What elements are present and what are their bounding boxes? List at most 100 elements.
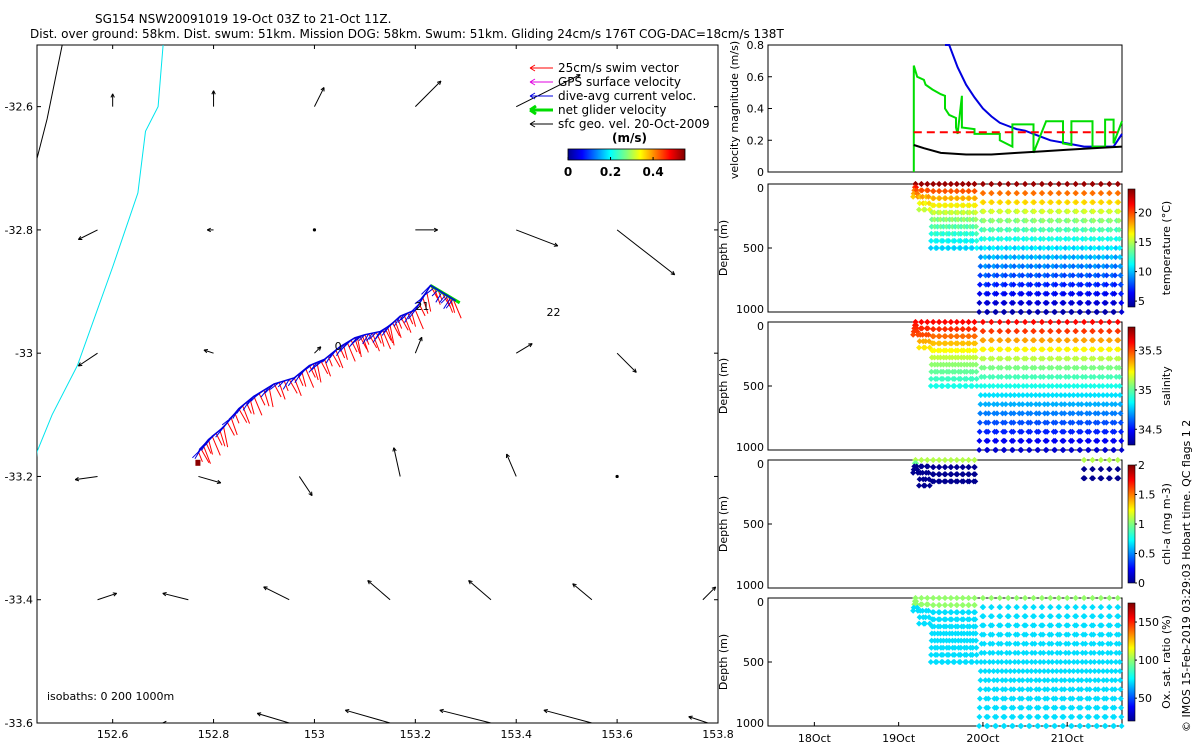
profile-marker bbox=[990, 677, 997, 684]
profile-marker bbox=[1095, 254, 1102, 261]
depth-tick-label: 500 bbox=[743, 656, 764, 669]
profile-marker bbox=[1031, 364, 1038, 371]
profile-marker bbox=[1104, 392, 1111, 399]
profile-marker bbox=[960, 609, 967, 616]
profile-marker bbox=[981, 631, 988, 638]
profile-marker bbox=[1107, 346, 1114, 353]
profile-marker bbox=[981, 245, 988, 251]
profile-marker bbox=[966, 471, 973, 478]
profile-marker bbox=[1015, 383, 1022, 389]
profile-marker bbox=[1061, 410, 1068, 417]
profile-marker bbox=[1081, 475, 1088, 482]
profile-marker bbox=[1028, 254, 1035, 261]
profile-marker bbox=[978, 235, 985, 242]
colorbar-tick-label: 0 bbox=[564, 165, 572, 179]
profile-marker bbox=[1078, 677, 1085, 684]
profile-marker bbox=[1039, 208, 1046, 215]
profile-marker bbox=[1006, 640, 1013, 647]
profile-marker bbox=[1094, 299, 1101, 306]
profile-marker bbox=[1074, 649, 1081, 656]
profile-marker bbox=[1102, 713, 1109, 720]
profile-marker bbox=[1083, 272, 1090, 279]
profile-marker bbox=[990, 254, 997, 261]
profile-marker bbox=[1015, 392, 1022, 399]
profile-marker bbox=[989, 364, 996, 371]
profile-marker bbox=[921, 482, 928, 489]
profile-marker bbox=[939, 383, 946, 389]
profile-marker bbox=[916, 482, 923, 489]
profile-marker bbox=[990, 659, 997, 665]
profile-marker bbox=[1006, 208, 1013, 215]
profile-marker bbox=[976, 428, 983, 435]
profile-marker bbox=[982, 392, 989, 399]
depth-tick-label: 0 bbox=[757, 458, 764, 471]
profile-marker bbox=[1026, 437, 1033, 444]
profile-marker bbox=[1090, 337, 1097, 344]
geo-vector-dot bbox=[312, 228, 317, 232]
profile-marker bbox=[1115, 217, 1122, 224]
profile-marker bbox=[919, 469, 926, 476]
dac-vector bbox=[407, 309, 416, 320]
profile-marker bbox=[1116, 245, 1123, 251]
profile-marker bbox=[1053, 677, 1060, 684]
swim-vector bbox=[433, 287, 441, 305]
geo-vector-head bbox=[392, 447, 397, 452]
profile-marker bbox=[1113, 373, 1120, 380]
profile-marker bbox=[921, 620, 928, 627]
profile-marker bbox=[1031, 622, 1038, 629]
profile-marker bbox=[990, 668, 997, 675]
profile-marker bbox=[1081, 199, 1088, 206]
profile-marker bbox=[1065, 622, 1072, 629]
profile-marker bbox=[1036, 677, 1043, 684]
profile-marker bbox=[988, 328, 995, 335]
profile-marker bbox=[1091, 373, 1098, 380]
profile-marker bbox=[1049, 659, 1056, 665]
profile-marker bbox=[1070, 392, 1077, 399]
profile-marker bbox=[953, 319, 960, 325]
profile-marker bbox=[1060, 704, 1067, 711]
profile-marker bbox=[948, 347, 955, 354]
profile-marker bbox=[1075, 410, 1082, 417]
profile-marker bbox=[958, 361, 965, 368]
geo-vector-head bbox=[344, 709, 350, 714]
swim-vector bbox=[197, 451, 203, 462]
profile-marker bbox=[960, 209, 967, 216]
profile-marker bbox=[1081, 457, 1088, 463]
profile-marker bbox=[1099, 226, 1106, 233]
geo-vector-head bbox=[216, 479, 222, 485]
profile-marker bbox=[982, 254, 989, 261]
profile-marker bbox=[1036, 401, 1043, 408]
swim-vector bbox=[364, 334, 370, 345]
profile-marker bbox=[973, 659, 980, 665]
profile-marker bbox=[1022, 181, 1029, 187]
profile-marker bbox=[997, 217, 1004, 224]
profile-marker bbox=[1116, 235, 1123, 242]
profile-marker bbox=[973, 637, 980, 644]
map-x-ticks: 152.6 152.8 153 153.2 153.4 153.6 153.8 bbox=[97, 45, 734, 741]
profile-marker bbox=[948, 602, 955, 609]
profile-marker bbox=[951, 651, 958, 658]
profile-marker bbox=[976, 281, 983, 288]
profile-marker bbox=[922, 476, 929, 483]
profile-marker bbox=[999, 410, 1006, 417]
profile-marker bbox=[942, 457, 948, 463]
profile-marker bbox=[1006, 226, 1013, 233]
swim-vector bbox=[305, 368, 315, 388]
velocity-series bbox=[912, 44, 1123, 172]
profile-marker bbox=[1043, 437, 1050, 444]
profile-marker bbox=[1081, 613, 1088, 620]
profile-marker bbox=[993, 437, 1000, 444]
profile-marker bbox=[1033, 272, 1040, 279]
geo-vector-head bbox=[256, 712, 262, 717]
profile-marker bbox=[1106, 319, 1113, 325]
profile-marker bbox=[1082, 383, 1089, 389]
profile-marker bbox=[1038, 181, 1045, 187]
profile-marker bbox=[1035, 428, 1042, 435]
profile-marker bbox=[1117, 410, 1124, 417]
profile-marker bbox=[993, 695, 1000, 702]
profile-marker bbox=[918, 319, 925, 325]
profile-marker bbox=[984, 723, 991, 729]
profile-marker bbox=[924, 463, 931, 470]
profile-marker bbox=[982, 668, 989, 675]
map-y-tick-label: -33.2 bbox=[5, 470, 33, 483]
